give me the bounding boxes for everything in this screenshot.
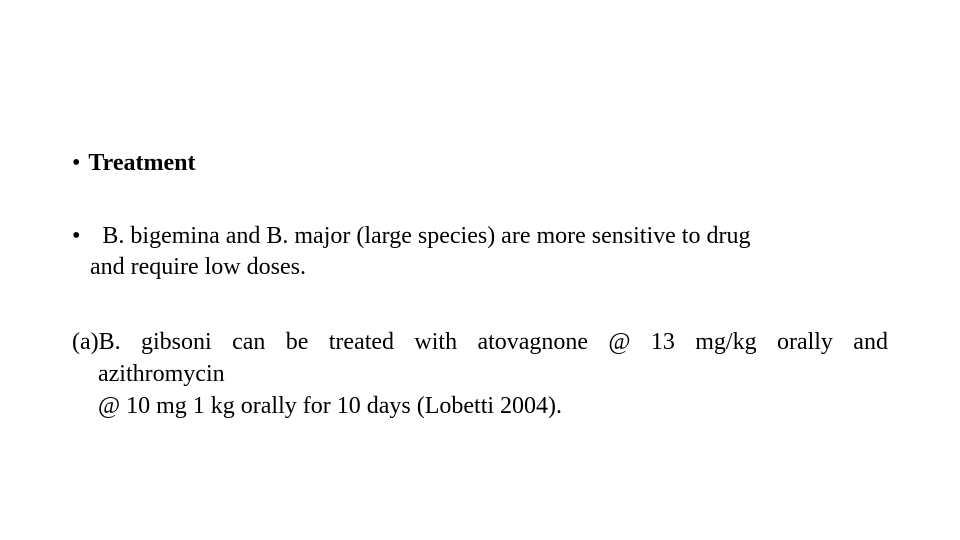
w: 13 [651, 326, 675, 358]
w: gibsoni [141, 326, 212, 358]
w: and [853, 326, 888, 358]
w: with [414, 326, 457, 358]
list-line: (a) B. gibsoni can be treated with atova… [72, 326, 888, 358]
bullet-line: • Treatment [72, 148, 888, 179]
w: orally [777, 326, 833, 358]
w: mg/kg [695, 326, 756, 358]
list-marker-a: (a) [72, 326, 99, 358]
w: B. [99, 326, 121, 358]
bullet-text-species-line1: B. bigemina and B. major (large species)… [102, 221, 750, 252]
w: can [232, 326, 265, 358]
bullet-text-treatment: Treatment [88, 148, 195, 179]
w: atovagnone [477, 326, 588, 358]
list-text-line3: @ 10 mg 1 kg orally for 10 days (Lobetti… [98, 390, 888, 422]
w: treated [329, 326, 394, 358]
list-item-a: (a) B. gibsoni can be treated with atova… [72, 326, 888, 423]
w: @ [608, 326, 630, 358]
bullet-line: • B. bigemina and B. major (large specie… [72, 221, 888, 252]
bullet-treatment: • Treatment [72, 148, 888, 179]
bullet-text-species-line2: and require low doses. [90, 252, 888, 283]
bullet-marker-icon: • [72, 148, 80, 179]
bullet-marker-icon: • [72, 221, 80, 252]
w: be [286, 326, 309, 358]
slide-content: • Treatment • B. bigemina and B. major (… [0, 0, 960, 423]
list-text-line2: azithromycin [98, 358, 888, 390]
list-text-line1: B. gibsoni can be treated with atovagnon… [99, 326, 888, 358]
bullet-species: • B. bigemina and B. major (large specie… [72, 221, 888, 283]
